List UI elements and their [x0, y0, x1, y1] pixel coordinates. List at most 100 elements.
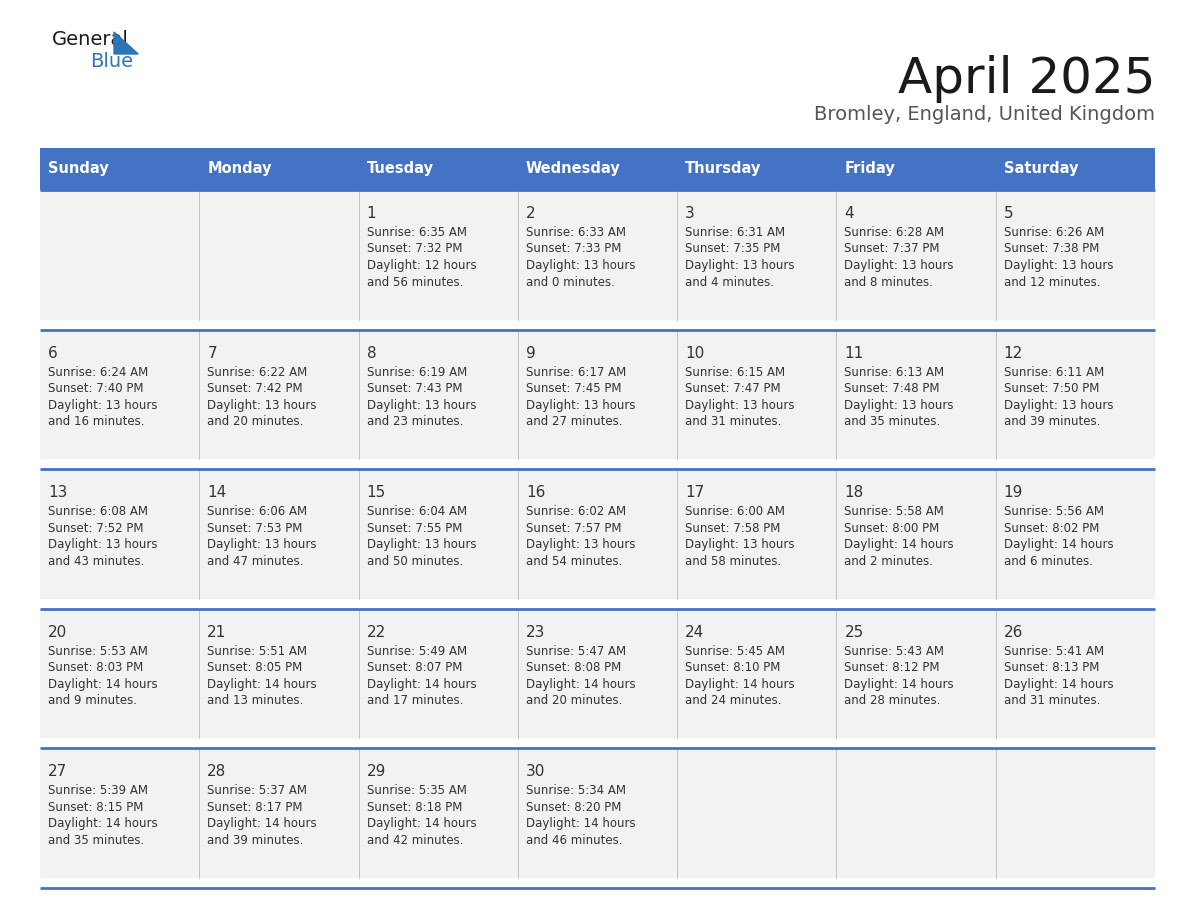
Text: Sunrise: 5:37 AM: Sunrise: 5:37 AM	[207, 784, 308, 798]
Text: Daylight: 13 hours: Daylight: 13 hours	[1004, 398, 1113, 411]
Text: 2: 2	[526, 206, 536, 221]
Polygon shape	[114, 32, 138, 54]
Text: Daylight: 13 hours: Daylight: 13 hours	[48, 398, 158, 411]
Text: 19: 19	[1004, 486, 1023, 500]
Text: and 4 minutes.: and 4 minutes.	[685, 275, 775, 288]
Bar	[40, 609, 1155, 738]
Text: Daylight: 14 hours: Daylight: 14 hours	[367, 817, 476, 831]
Text: and 50 minutes.: and 50 minutes.	[367, 554, 463, 567]
Text: Tuesday: Tuesday	[367, 162, 434, 176]
Text: 15: 15	[367, 486, 386, 500]
Text: Daylight: 14 hours: Daylight: 14 hours	[845, 677, 954, 691]
Text: Daylight: 13 hours: Daylight: 13 hours	[845, 398, 954, 411]
Text: Sunset: 8:10 PM: Sunset: 8:10 PM	[685, 661, 781, 675]
Text: Sunset: 8:03 PM: Sunset: 8:03 PM	[48, 661, 144, 675]
Text: and 35 minutes.: and 35 minutes.	[48, 834, 144, 847]
Text: Daylight: 13 hours: Daylight: 13 hours	[48, 538, 158, 551]
Text: Daylight: 14 hours: Daylight: 14 hours	[1004, 538, 1113, 551]
Text: Thursday: Thursday	[685, 162, 762, 176]
Text: General: General	[52, 30, 128, 49]
Text: 14: 14	[207, 486, 227, 500]
Text: Daylight: 13 hours: Daylight: 13 hours	[685, 398, 795, 411]
Text: Sunset: 7:37 PM: Sunset: 7:37 PM	[845, 242, 940, 255]
Text: 7: 7	[207, 345, 217, 361]
Text: Daylight: 14 hours: Daylight: 14 hours	[526, 817, 636, 831]
Text: Daylight: 13 hours: Daylight: 13 hours	[685, 538, 795, 551]
Text: and 47 minutes.: and 47 minutes.	[207, 554, 304, 567]
Text: Sunrise: 5:49 AM: Sunrise: 5:49 AM	[367, 644, 467, 658]
Text: Sunrise: 6:17 AM: Sunrise: 6:17 AM	[526, 365, 626, 378]
Text: Sunset: 7:58 PM: Sunset: 7:58 PM	[685, 521, 781, 534]
Text: and 17 minutes.: and 17 minutes.	[367, 694, 463, 707]
Text: and 20 minutes.: and 20 minutes.	[526, 694, 623, 707]
Text: Daylight: 12 hours: Daylight: 12 hours	[367, 259, 476, 272]
Text: 6: 6	[48, 345, 58, 361]
Text: Daylight: 13 hours: Daylight: 13 hours	[526, 398, 636, 411]
Text: Daylight: 14 hours: Daylight: 14 hours	[526, 677, 636, 691]
Text: 27: 27	[48, 765, 68, 779]
Text: and 54 minutes.: and 54 minutes.	[526, 554, 623, 567]
Text: Sunrise: 5:41 AM: Sunrise: 5:41 AM	[1004, 644, 1104, 658]
Text: 20: 20	[48, 625, 68, 640]
Text: Sunset: 8:05 PM: Sunset: 8:05 PM	[207, 661, 303, 675]
Text: Sunrise: 5:35 AM: Sunrise: 5:35 AM	[367, 784, 467, 798]
Text: Daylight: 13 hours: Daylight: 13 hours	[685, 259, 795, 272]
Text: Sunrise: 6:11 AM: Sunrise: 6:11 AM	[1004, 365, 1104, 378]
Text: Sunset: 8:07 PM: Sunset: 8:07 PM	[367, 661, 462, 675]
Bar	[40, 469, 1155, 599]
Text: Sunset: 7:35 PM: Sunset: 7:35 PM	[685, 242, 781, 255]
Text: Sunrise: 6:19 AM: Sunrise: 6:19 AM	[367, 365, 467, 378]
Text: Sunrise: 6:33 AM: Sunrise: 6:33 AM	[526, 226, 626, 239]
Text: Saturday: Saturday	[1004, 162, 1079, 176]
Text: Sunset: 8:02 PM: Sunset: 8:02 PM	[1004, 521, 1099, 534]
Text: Sunset: 7:52 PM: Sunset: 7:52 PM	[48, 521, 144, 534]
Text: Daylight: 14 hours: Daylight: 14 hours	[48, 677, 158, 691]
Text: and 20 minutes.: and 20 minutes.	[207, 415, 304, 428]
Text: Daylight: 13 hours: Daylight: 13 hours	[1004, 259, 1113, 272]
Text: and 12 minutes.: and 12 minutes.	[1004, 275, 1100, 288]
Text: Sunrise: 6:26 AM: Sunrise: 6:26 AM	[1004, 226, 1104, 239]
Text: Sunrise: 6:08 AM: Sunrise: 6:08 AM	[48, 505, 148, 518]
Text: Sunset: 8:20 PM: Sunset: 8:20 PM	[526, 800, 621, 814]
Text: Sunset: 8:12 PM: Sunset: 8:12 PM	[845, 661, 940, 675]
Text: 18: 18	[845, 486, 864, 500]
Text: Sunset: 8:13 PM: Sunset: 8:13 PM	[1004, 661, 1099, 675]
Text: 26: 26	[1004, 625, 1023, 640]
Text: Sunset: 7:33 PM: Sunset: 7:33 PM	[526, 242, 621, 255]
Text: Sunrise: 5:34 AM: Sunrise: 5:34 AM	[526, 784, 626, 798]
Text: Sunset: 8:08 PM: Sunset: 8:08 PM	[526, 661, 621, 675]
Text: and 39 minutes.: and 39 minutes.	[1004, 415, 1100, 428]
Text: 28: 28	[207, 765, 227, 779]
Text: Sunset: 7:42 PM: Sunset: 7:42 PM	[207, 382, 303, 395]
Text: Sunrise: 6:22 AM: Sunrise: 6:22 AM	[207, 365, 308, 378]
Text: 8: 8	[367, 345, 377, 361]
Text: Sunset: 7:48 PM: Sunset: 7:48 PM	[845, 382, 940, 395]
Text: Sunrise: 6:06 AM: Sunrise: 6:06 AM	[207, 505, 308, 518]
Text: Sunrise: 6:28 AM: Sunrise: 6:28 AM	[845, 226, 944, 239]
Text: Daylight: 13 hours: Daylight: 13 hours	[526, 538, 636, 551]
Text: 4: 4	[845, 206, 854, 221]
Text: Friday: Friday	[845, 162, 896, 176]
Text: 23: 23	[526, 625, 545, 640]
Text: 22: 22	[367, 625, 386, 640]
Text: Daylight: 13 hours: Daylight: 13 hours	[526, 259, 636, 272]
Text: and 39 minutes.: and 39 minutes.	[207, 834, 304, 847]
Text: and 0 minutes.: and 0 minutes.	[526, 275, 614, 288]
Text: Sunset: 7:55 PM: Sunset: 7:55 PM	[367, 521, 462, 534]
Text: Daylight: 13 hours: Daylight: 13 hours	[207, 538, 317, 551]
Text: Sunrise: 5:39 AM: Sunrise: 5:39 AM	[48, 784, 148, 798]
Bar	[40, 148, 1155, 190]
Text: Daylight: 13 hours: Daylight: 13 hours	[207, 398, 317, 411]
Text: Sunset: 8:15 PM: Sunset: 8:15 PM	[48, 800, 144, 814]
Text: and 8 minutes.: and 8 minutes.	[845, 275, 934, 288]
Text: 24: 24	[685, 625, 704, 640]
Text: and 23 minutes.: and 23 minutes.	[367, 415, 463, 428]
Text: and 28 minutes.: and 28 minutes.	[845, 694, 941, 707]
Text: Sunrise: 5:53 AM: Sunrise: 5:53 AM	[48, 644, 147, 658]
Text: 13: 13	[48, 486, 68, 500]
Text: Daylight: 14 hours: Daylight: 14 hours	[685, 677, 795, 691]
Text: Sunset: 7:47 PM: Sunset: 7:47 PM	[685, 382, 781, 395]
Text: 25: 25	[845, 625, 864, 640]
Text: Daylight: 14 hours: Daylight: 14 hours	[207, 817, 317, 831]
Text: Daylight: 13 hours: Daylight: 13 hours	[367, 398, 476, 411]
